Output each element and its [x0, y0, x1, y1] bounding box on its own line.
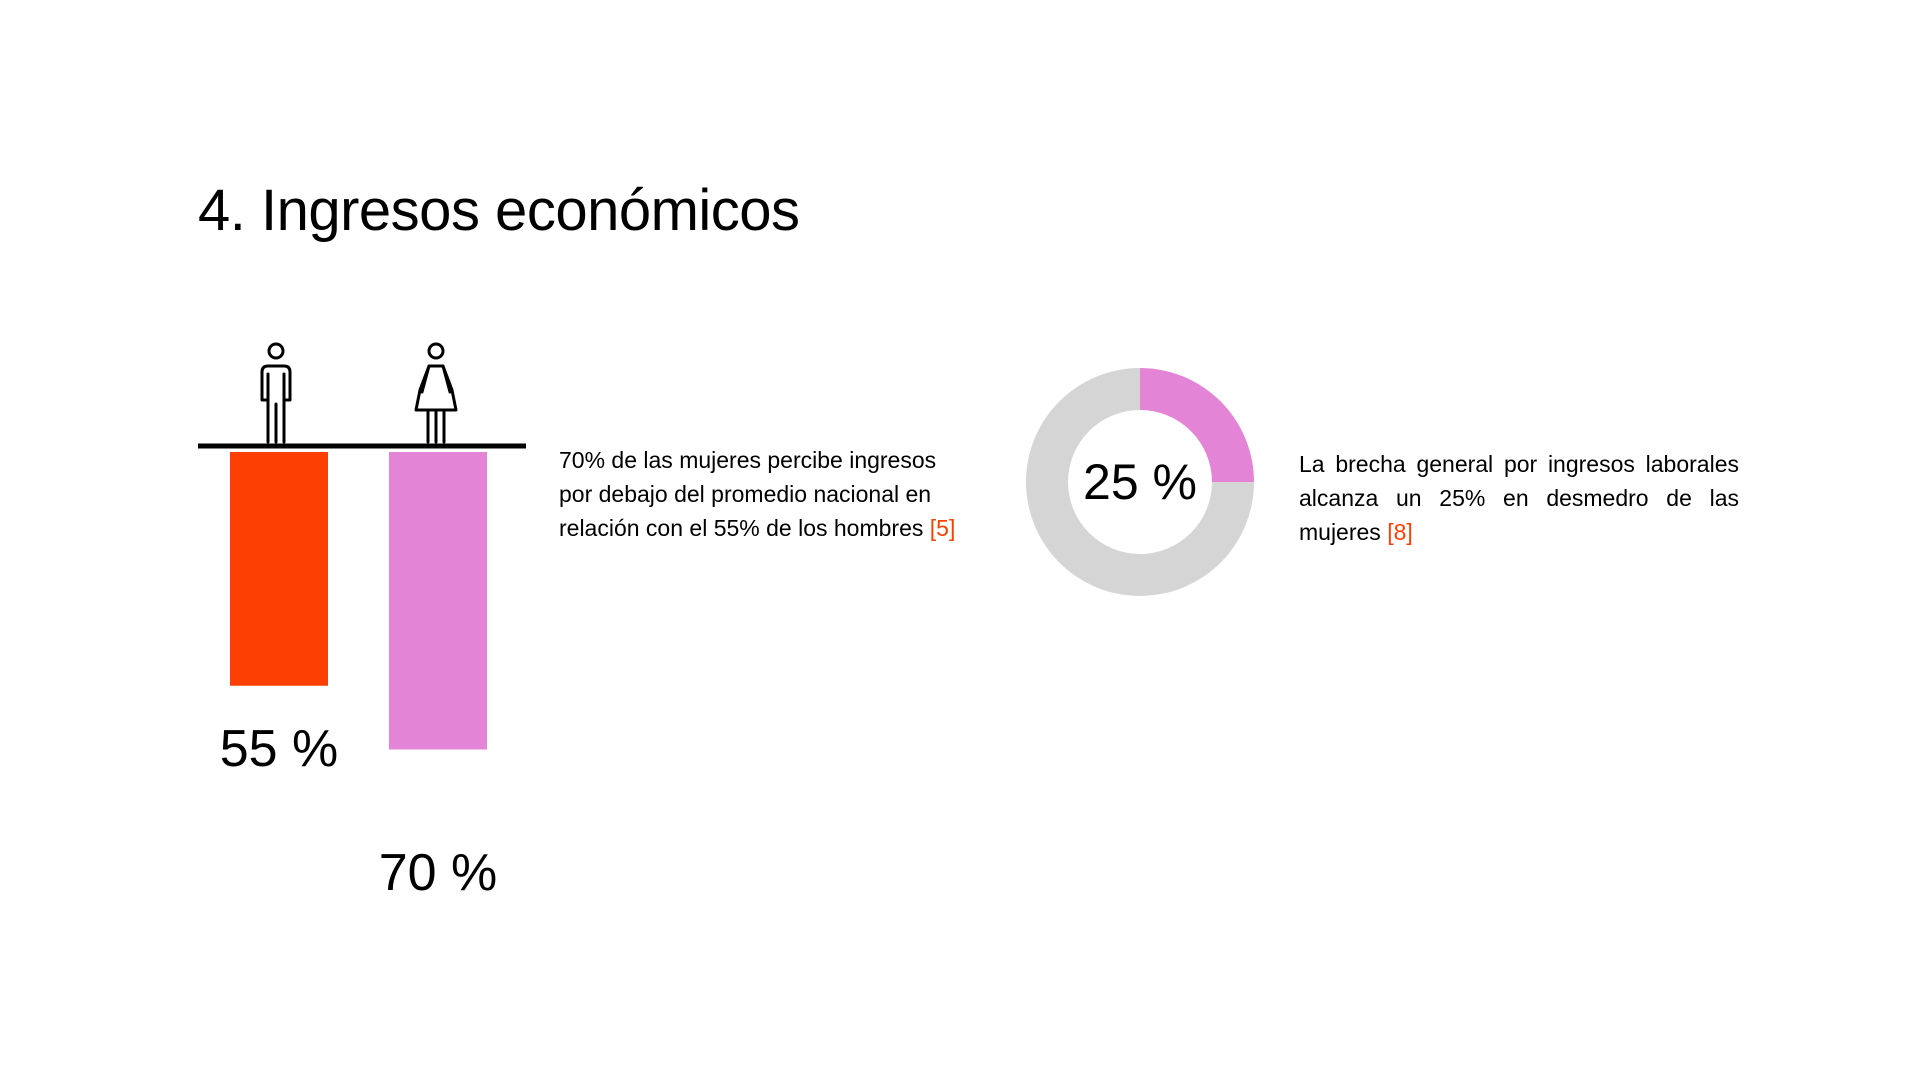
- donut-slice-gap: [1140, 368, 1254, 482]
- donut-slice-remainder: [1026, 368, 1254, 596]
- value-label-women: 70 %: [379, 844, 498, 902]
- reference-5-link[interactable]: [5]: [929, 515, 956, 541]
- value-label-men: 55 %: [220, 720, 339, 778]
- donut-slices: [1026, 368, 1254, 596]
- man-icon: [260, 342, 292, 444]
- reference-8-link[interactable]: [8]: [1387, 519, 1413, 545]
- income-bar-chart: 55 % 70 %: [198, 342, 526, 902]
- note-income-gap: La brecha general por ingresos laborales…: [1299, 447, 1739, 549]
- page-title: 4. Ingresos económicos: [198, 178, 800, 243]
- bars: [230, 452, 487, 750]
- donut-center-label: 25 %: [1083, 454, 1197, 510]
- note-left-text: 70% de las mujeres percibe ingresos por …: [559, 447, 937, 541]
- note-women-income: 70% de las mujeres percibe ingresos por …: [559, 443, 969, 545]
- woman-icon: [414, 342, 458, 444]
- gap-donut-chart: 25 %: [1026, 368, 1254, 596]
- bar-hombres: [230, 452, 328, 686]
- note-right-text: La brecha general por ingresos laborales…: [1299, 451, 1739, 545]
- bar-mujeres: [389, 452, 487, 750]
